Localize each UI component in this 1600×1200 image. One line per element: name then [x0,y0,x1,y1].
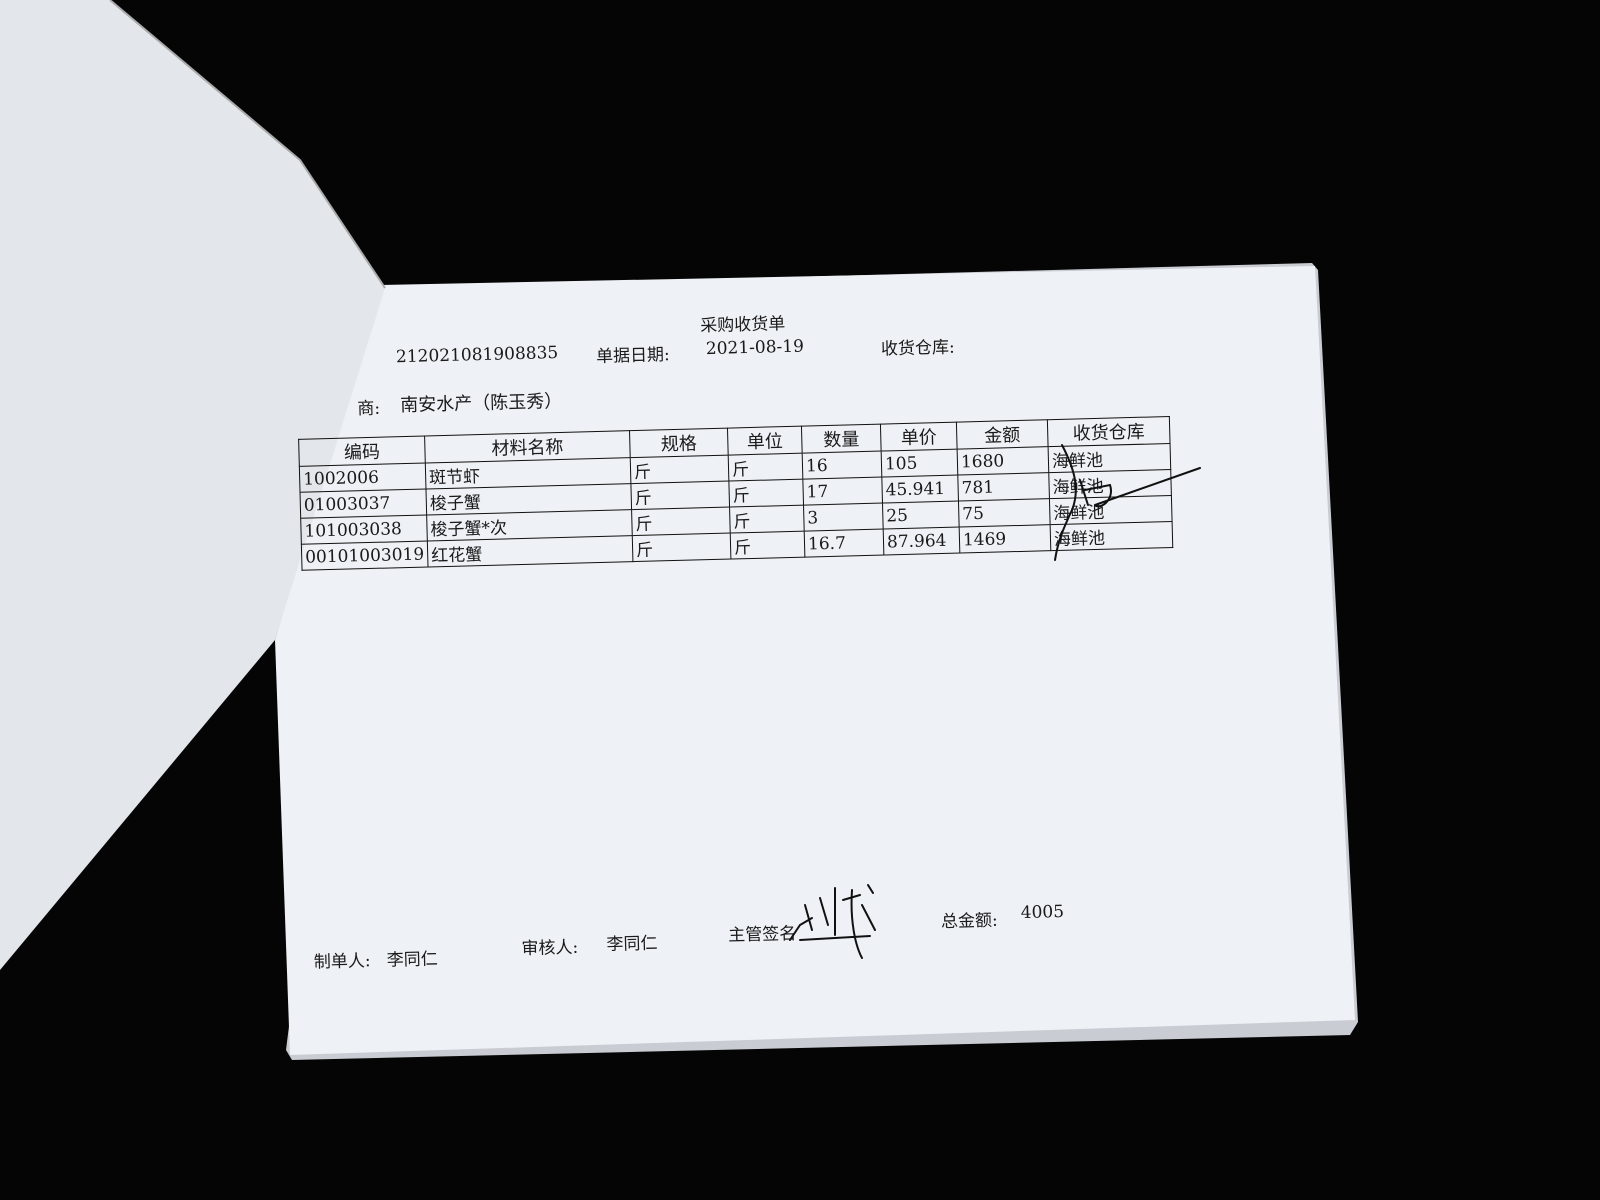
total-label: 总金额: [940,910,998,933]
cell-warehouse: 海鲜池 [1050,521,1173,551]
cell-quantity: 17 [802,477,883,506]
supplier-label: 商: [357,398,381,420]
cell-unit-price: 105 [881,449,958,478]
folded-page-edge [109,0,386,289]
cell-unit: 斤 [730,531,805,560]
receipt-document: 采购收货单 212021081908835 单据日期: 2021-08-19 收… [290,294,1308,1020]
cell-code: 00101003019 [301,540,428,571]
date-value: 2021-08-19 [705,336,805,360]
cell-spec: 斤 [632,533,731,562]
header-unit-price: 单价 [880,422,958,452]
cell-warehouse: 海鲜池 [1048,469,1172,499]
cell-warehouse: 海鲜池 [1048,443,1171,473]
cell-amount: 75 [958,498,1051,528]
cell-quantity: 16.7 [804,529,884,558]
maker-value: 李同仁 [386,949,439,971]
cell-unit-price: 45.941 [881,475,959,504]
cell-quantity: 3 [803,503,884,532]
supplier-value: 南安水产（陈玉秀） [400,390,563,417]
supervisor-label: 主管签名 [728,923,797,946]
cell-code: 01003037 [300,488,427,519]
cell-amount: 781 [957,472,1050,502]
header-warehouse: 收货仓库 [1047,416,1171,447]
total-value: 4005 [1020,901,1065,924]
cell-unit: 斤 [728,479,804,508]
order-number: 212021081908835 [395,342,559,368]
warehouse-label: 收货仓库: [880,337,955,360]
header-quantity: 数量 [801,424,882,454]
document-title: 采购收货单 [700,314,786,337]
cell-code: 1002006 [299,463,426,493]
items-table: 编码 材料名称 规格 单位 数量 单价 金额 收货仓库 1002006 斑节虾 … [298,416,1173,571]
reviewer-label: 审核人: [521,937,579,960]
header-amount: 金额 [956,419,1049,450]
cell-amount: 1469 [959,524,1051,554]
cell-spec: 斤 [630,481,730,510]
cell-unit-price: 25 [882,501,960,530]
reviewer-value: 李同仁 [606,933,658,955]
cell-unit-price: 87.964 [883,527,960,556]
cell-unit: 斤 [729,505,805,534]
header-code: 编码 [298,436,426,467]
cell-spec: 斤 [630,455,729,484]
cell-warehouse: 海鲜池 [1049,495,1173,525]
cell-spec: 斤 [631,507,731,536]
cell-code: 101003038 [300,514,428,545]
cell-amount: 1680 [957,446,1049,476]
header-spec: 规格 [629,428,729,458]
date-label: 单据日期: [595,345,671,367]
cell-quantity: 16 [802,451,882,480]
cell-name: 红花蟹 [427,535,633,567]
maker-label: 制单人: [313,951,371,973]
header-unit: 单位 [727,426,803,456]
cell-unit: 斤 [728,453,803,482]
folded-left-page [0,0,385,970]
